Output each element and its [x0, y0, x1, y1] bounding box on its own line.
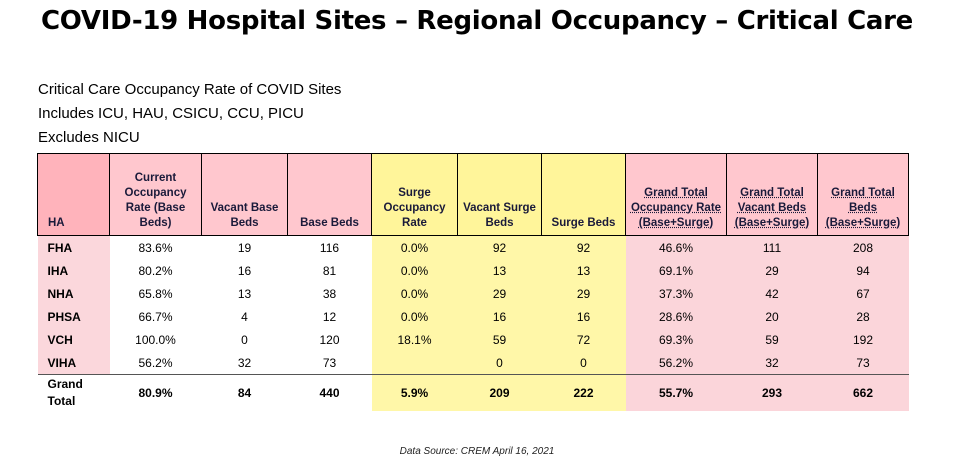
cell-grand-beds: 73 [817, 351, 909, 375]
cell-grand-beds: 94 [817, 259, 909, 282]
cell-base-beds: 73 [287, 351, 372, 375]
page-title: COVID-19 Hospital Sites – Regional Occup… [41, 6, 913, 36]
cell-ha: VIHA [37, 351, 110, 375]
col-header-surge-beds: Surge Beds [541, 153, 626, 236]
total-grand-beds: 662 [817, 374, 909, 411]
note-scope: Critical Care Occupancy Rate of COVID Si… [38, 81, 342, 98]
col-header-surge-occupancy: Surge Occupancy Rate [371, 153, 458, 236]
cell-current-occupancy: 66.7% [109, 305, 202, 328]
cell-current-occupancy: 65.8% [109, 282, 202, 305]
total-base-beds: 440 [287, 374, 372, 411]
cell-grand-vacant: 29 [726, 259, 818, 282]
cell-vacant-surge: 0 [457, 351, 542, 375]
cell-base-beds: 120 [287, 328, 372, 351]
note-includes: Includes ICU, HAU, CSICU, CCU, PICU [38, 105, 304, 122]
cell-ha: NHA [37, 282, 110, 305]
grand-total-label: Grand Total [37, 374, 110, 411]
cell-vacant-surge: 29 [457, 282, 542, 305]
cell-grand-beds: 208 [817, 235, 909, 259]
table-row: VCH 100.0% 0 120 18.1% 59 72 69.3% 59 192 [37, 328, 909, 351]
cell-base-beds: 38 [287, 282, 372, 305]
table-row: FHA 83.6% 19 116 0.0% 92 92 46.6% 111 208 [37, 235, 909, 259]
total-current-occupancy: 80.9% [109, 374, 202, 411]
cell-surge-beds: 92 [541, 235, 626, 259]
col-header-grand-beds: Grand Total Beds (Base+Surge) [817, 153, 909, 236]
cell-current-occupancy: 56.2% [109, 351, 202, 375]
cell-current-occupancy: 80.2% [109, 259, 202, 282]
cell-grand-beds: 28 [817, 305, 909, 328]
cell-grand-vacant: 111 [726, 235, 818, 259]
cell-grand-occupancy: 69.1% [625, 259, 727, 282]
grand-total-label-line2: Total [47, 394, 76, 408]
grand-total-row: Grand Total 80.9% 84 440 5.9% 209 222 55.7% 293 66… [37, 374, 909, 411]
cell-grand-occupancy: 56.2% [625, 351, 727, 375]
cell-surge-occupancy: 0.0% [371, 259, 458, 282]
cell-ha: PHSA [37, 305, 110, 328]
table-row: VIHA 56.2% 32 73 0 0 56.2% 32 73 [37, 351, 909, 375]
cell-surge-occupancy: 0.0% [371, 235, 458, 259]
cell-grand-vacant: 32 [726, 351, 818, 375]
col-header-grand-occupancy: Grand Total Occupancy Rate (Base+Surge) [625, 153, 727, 236]
cell-base-beds: 12 [287, 305, 372, 328]
table-row: IHA 80.2% 16 81 0.0% 13 13 69.1% 29 94 [37, 259, 909, 282]
col-header-vacant-base: Vacant Base Beds [201, 153, 288, 236]
total-surge-beds: 222 [541, 374, 626, 411]
cell-vacant-base: 0 [201, 328, 288, 351]
cell-current-occupancy: 100.0% [109, 328, 202, 351]
table-row: PHSA 66.7% 4 12 0.0% 16 16 28.6% 20 28 [37, 305, 909, 328]
data-source-note: Data Source: CREM April 16, 2021 [399, 446, 555, 457]
cell-ha: VCH [37, 328, 110, 351]
col-header-base-beds: Base Beds [287, 153, 372, 236]
cell-base-beds: 116 [287, 235, 372, 259]
grand-total-label-line1: Grand [47, 377, 83, 391]
cell-surge-occupancy: 18.1% [371, 328, 458, 351]
cell-grand-occupancy: 28.6% [625, 305, 727, 328]
cell-vacant-base: 32 [201, 351, 288, 375]
cell-surge-occupancy: 0.0% [371, 305, 458, 328]
cell-surge-beds: 72 [541, 328, 626, 351]
cell-vacant-surge: 59 [457, 328, 542, 351]
col-header-current-occupancy: Current Occupancy Rate (Base Beds) [109, 153, 202, 236]
total-grand-vacant: 293 [726, 374, 818, 411]
total-vacant-base: 84 [201, 374, 288, 411]
total-vacant-surge: 209 [457, 374, 542, 411]
cell-vacant-base: 4 [201, 305, 288, 328]
col-header-vacant-surge: Vacant Surge Beds [457, 153, 542, 236]
header-row: HA Current Occupancy Rate (Base Beds) Va… [37, 153, 909, 236]
notes: Critical Care Occupancy Rate of COVID Si… [38, 78, 341, 150]
cell-ha: FHA [37, 235, 110, 259]
total-grand-occupancy: 55.7% [625, 374, 727, 411]
cell-vacant-surge: 92 [457, 235, 542, 259]
cell-grand-occupancy: 69.3% [625, 328, 727, 351]
cell-surge-beds: 13 [541, 259, 626, 282]
col-header-ha: HA [37, 153, 110, 236]
cell-grand-beds: 192 [817, 328, 909, 351]
cell-surge-occupancy [371, 351, 458, 375]
cell-grand-vacant: 59 [726, 328, 818, 351]
table-row: NHA 65.8% 13 38 0.0% 29 29 37.3% 42 67 [37, 282, 909, 305]
cell-ha: IHA [37, 259, 110, 282]
occupancy-table: HA Current Occupancy Rate (Base Beds) Va… [37, 153, 909, 411]
cell-grand-occupancy: 46.6% [625, 235, 727, 259]
cell-surge-beds: 29 [541, 282, 626, 305]
cell-vacant-base: 19 [201, 235, 288, 259]
cell-vacant-surge: 16 [457, 305, 542, 328]
cell-grand-vacant: 20 [726, 305, 818, 328]
cell-vacant-base: 13 [201, 282, 288, 305]
cell-surge-occupancy: 0.0% [371, 282, 458, 305]
cell-vacant-surge: 13 [457, 259, 542, 282]
cell-current-occupancy: 83.6% [109, 235, 202, 259]
cell-grand-vacant: 42 [726, 282, 818, 305]
total-surge-occupancy: 5.9% [371, 374, 458, 411]
cell-grand-beds: 67 [817, 282, 909, 305]
col-header-grand-vacant: Grand Total Vacant Beds (Base+Surge) [726, 153, 818, 236]
cell-vacant-base: 16 [201, 259, 288, 282]
cell-grand-occupancy: 37.3% [625, 282, 727, 305]
note-excludes: Excludes NICU [38, 129, 140, 146]
cell-surge-beds: 0 [541, 351, 626, 375]
cell-surge-beds: 16 [541, 305, 626, 328]
cell-base-beds: 81 [287, 259, 372, 282]
